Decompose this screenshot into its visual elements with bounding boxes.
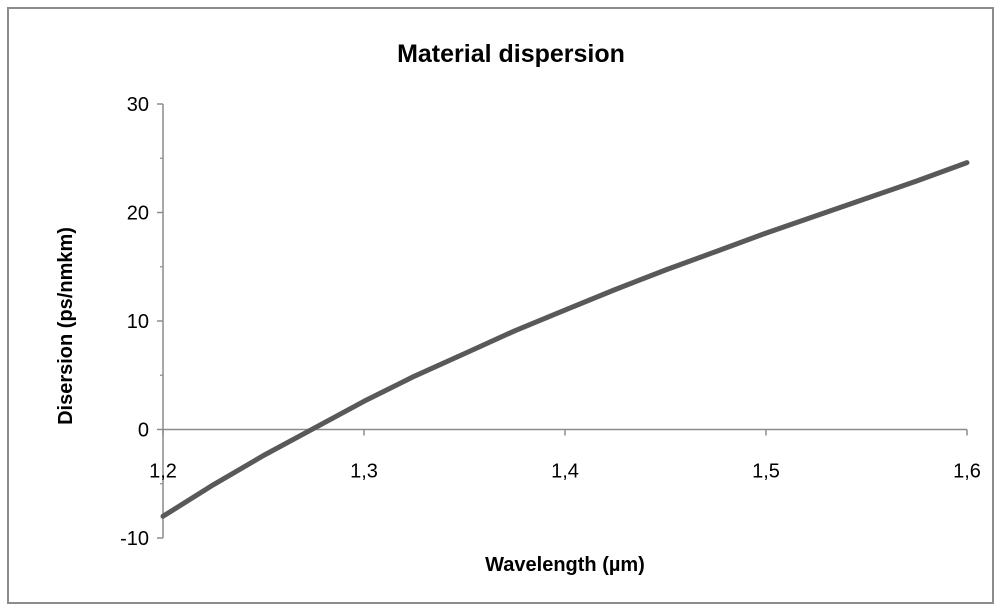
chart-frame — [7, 7, 994, 604]
chart-title: Material dispersion — [397, 40, 625, 68]
series-line-1 — [160, 160, 970, 519]
y-tick-label: 10 — [127, 311, 149, 333]
x-major-ticks — [162, 429, 968, 436]
y-tick-label: 30 — [127, 94, 149, 116]
x-axis-title: Wavelength (µm) — [485, 554, 645, 576]
y-axis-title: Disersion (ps/nmkm) — [55, 227, 77, 425]
x-tick-labels: 1,2 1,3 1,4 1,5 1,6 — [149, 461, 981, 483]
x-tick-label: 1,2 — [149, 461, 177, 483]
x-tick-label: 1,5 — [752, 461, 780, 483]
x-tick-label: 1,4 — [551, 461, 579, 483]
plot-area: -10 0 10 20 30 1,2 1,3 1,4 1,5 1,6 — [120, 94, 981, 550]
y-tick-label: 0 — [138, 420, 149, 442]
y-major-ticks — [157, 103, 163, 539]
y-tick-label: 20 — [127, 203, 149, 225]
series-group — [160, 160, 970, 519]
x-tick-label: 1,6 — [953, 461, 981, 483]
y-tick-labels: -10 0 10 20 30 — [120, 94, 149, 550]
x-tick-label: 1,3 — [350, 461, 378, 483]
y-tick-label: -10 — [120, 528, 149, 550]
